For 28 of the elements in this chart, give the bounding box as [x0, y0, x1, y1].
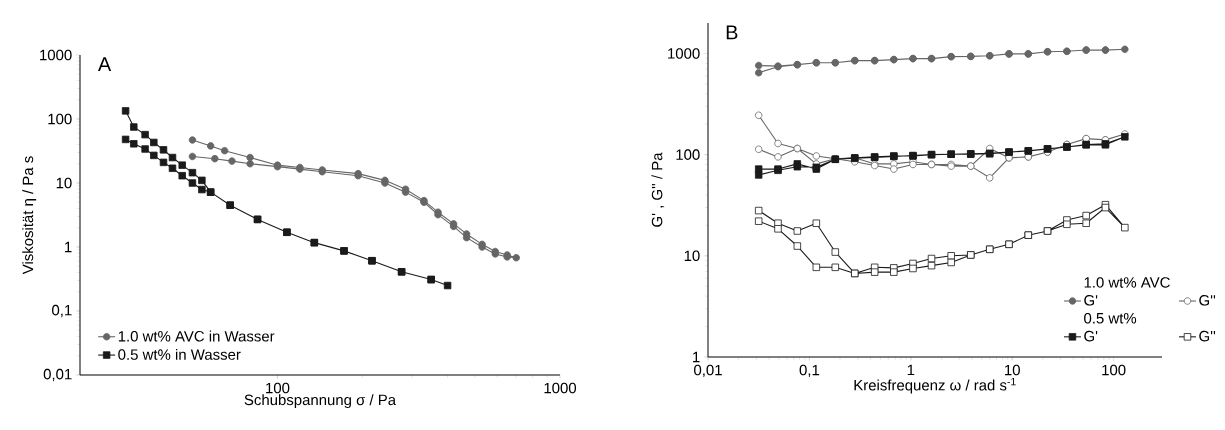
x-axis-title: Schubspannung σ / Pa	[244, 394, 397, 409]
x-tick-label: 1	[907, 364, 915, 376]
legend-label: 1.0 wt% AVC in Wasser	[118, 330, 275, 342]
chart-title: B	[726, 25, 738, 40]
legend-label: G''	[1199, 295, 1216, 306]
x-tick-label: 0,01	[694, 364, 722, 378]
legend-label: G''	[1199, 330, 1216, 342]
y-tick-label: 1	[693, 351, 700, 363]
y-tick-label: 1	[65, 241, 72, 253]
y-tick-label: 10	[56, 177, 72, 189]
y-tick-label: 100	[48, 113, 72, 125]
x-tick-label: 10	[1005, 364, 1020, 376]
x-tick-label: 100	[1102, 364, 1126, 376]
y-tick-label: 1000	[40, 49, 72, 61]
y-tick-label: 100	[676, 149, 700, 160]
legend-label: G'	[1084, 330, 1098, 342]
annotation: 1.0 wt% AVC	[1084, 277, 1170, 288]
legend-label: G'	[1084, 295, 1098, 306]
y-tick-label: 10	[684, 250, 700, 262]
y-tick-label: 1000	[668, 48, 700, 59]
chart-title: A	[97, 57, 112, 72]
legend-label: 0.5 wt% in Wasser	[118, 348, 241, 360]
x-tick-label: 0,1	[799, 364, 820, 378]
y-axis-title: G' , G'' / Pa	[651, 152, 665, 227]
y-axis-title: Viskosität η / Pa s	[22, 156, 37, 275]
annotation: 0.5 wt%	[1084, 312, 1137, 324]
x-axis-title: Kreisfrequenz ω / rad s$^{-1}$	[854, 377, 1016, 394]
y-tick-label: 0,1	[52, 304, 72, 318]
